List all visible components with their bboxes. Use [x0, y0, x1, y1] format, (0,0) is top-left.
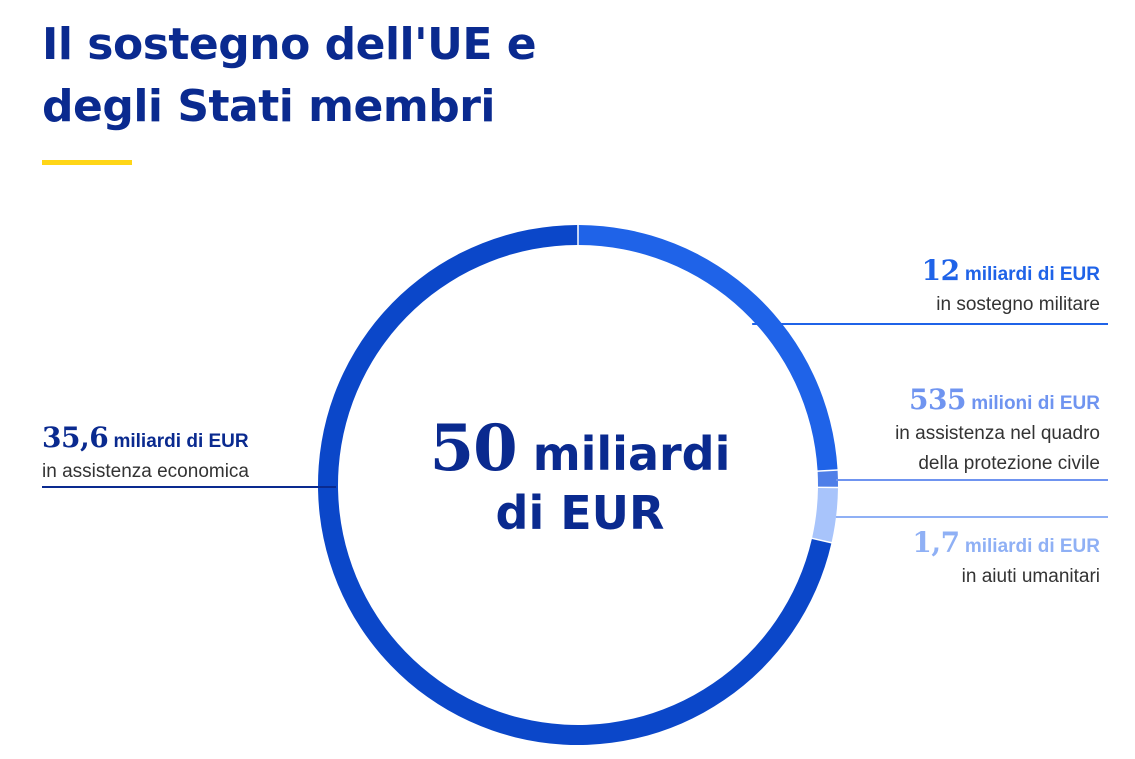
- slice-number-humanitarian: 1,7: [912, 526, 960, 559]
- slice-label-civil-protection: 535 milioni di EUR in assistenza nel qua…: [840, 385, 1100, 479]
- slice-amount-military: 12 miliardi di EUR: [840, 256, 1100, 290]
- donut-slice-military: [578, 225, 838, 471]
- slice-unit-civil-protection: milioni di EUR: [971, 393, 1100, 414]
- slice-desc-civil-protection-2: della protezione civile: [918, 453, 1100, 474]
- slice-desc-humanitarian: in aiuti umanitari: [961, 566, 1100, 587]
- slice-number-military: 12: [921, 254, 960, 287]
- donut-slice-civil-protection: [817, 470, 838, 487]
- donut-slice-humanitarian: [812, 488, 838, 542]
- slice-amount-economic: 35,6 miliardi di EUR: [42, 423, 302, 457]
- total-unit-line-2: di EUR: [495, 486, 665, 540]
- total-unit-line-1: miliardi: [532, 427, 731, 481]
- slice-label-humanitarian: 1,7 miliardi di EUR in aiuti umanitari: [840, 528, 1100, 592]
- title-line-1: Il sostegno dell'UE e: [42, 19, 537, 70]
- chart-total-label: 50 miliardi di EUR: [380, 417, 780, 541]
- donut-slices: [318, 225, 838, 745]
- slice-unit-military: miliardi di EUR: [964, 264, 1100, 285]
- slice-label-military: 12 miliardi di EUR in sostegno militare: [840, 256, 1100, 320]
- slice-label-economic: 35,6 miliardi di EUR in assistenza econo…: [42, 423, 302, 487]
- slice-amount-humanitarian: 1,7 miliardi di EUR: [840, 528, 1100, 562]
- slice-unit-humanitarian: miliardi di EUR: [964, 536, 1100, 557]
- title-line-2: degli Stati membri: [42, 81, 495, 132]
- slice-desc-military: in sostegno militare: [936, 294, 1100, 315]
- slice-number-economic: 35,6: [42, 421, 109, 454]
- title-accent-bar: [42, 160, 132, 165]
- slice-unit-economic: miliardi di EUR: [113, 431, 249, 452]
- slice-amount-civil-protection: 535 milioni di EUR: [840, 385, 1100, 419]
- total-number: 50: [429, 411, 518, 486]
- slice-desc-civil-protection-1: in assistenza nel quadro: [895, 423, 1100, 444]
- slice-number-civil-protection: 535: [908, 383, 966, 416]
- leader-lines: [42, 323, 1108, 518]
- slice-desc-economic: in assistenza economica: [42, 461, 249, 482]
- page-title: Il sostegno dell'UE e degli Stati membri: [42, 14, 537, 138]
